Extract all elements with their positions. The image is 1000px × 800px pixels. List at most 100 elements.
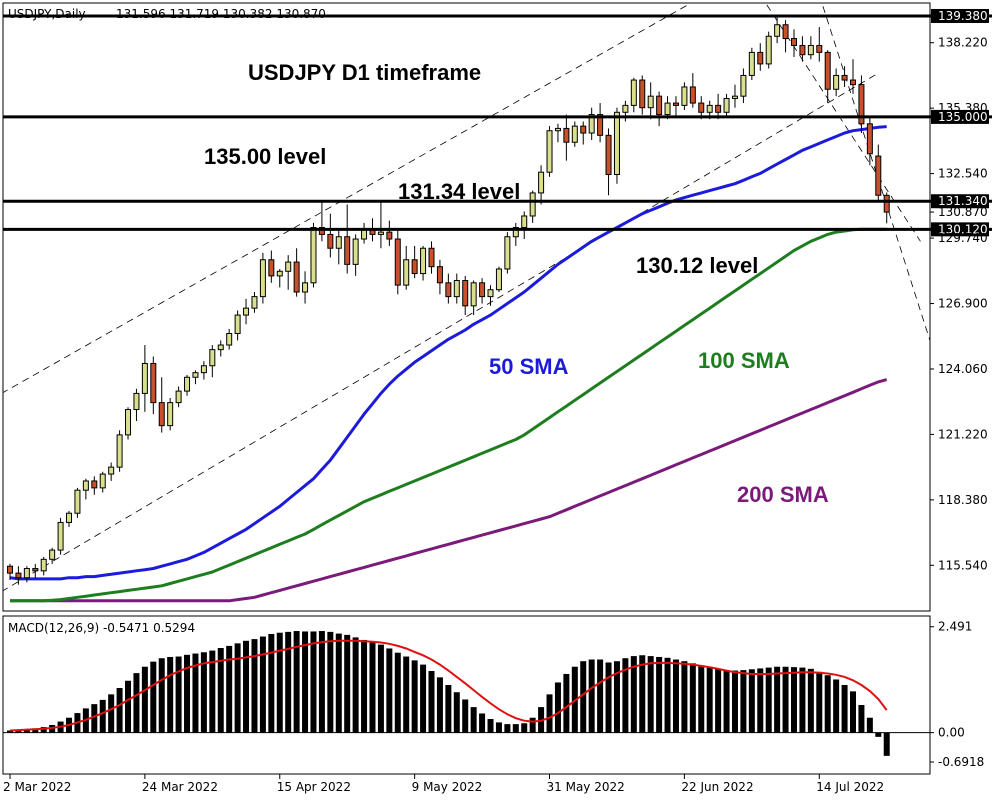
sma200-line [10,378,888,603]
price-tick-label: 129.740 [938,231,988,245]
candle [318,202,325,242]
macd-bar [310,631,317,733]
macd-bar [394,652,401,733]
macd-bar [883,732,890,756]
candle [740,68,747,104]
candle [571,121,578,147]
macd-bar [462,699,469,733]
candle [546,126,553,177]
candle [554,123,561,143]
macd-bar [175,656,182,733]
candle [453,273,460,304]
candle [681,82,688,110]
macd-bar [807,668,814,733]
price-tick-label: 118.380 [938,493,988,507]
candle [394,229,401,295]
price-tick-label: 115.540 [938,558,988,572]
candle [344,204,351,274]
price-tick-label: 138.220 [938,36,988,50]
macd-bar [420,664,427,733]
candle [251,292,258,313]
macd-bar [774,666,781,733]
price-plot-frame [2,2,931,612]
candle [833,68,840,97]
macd-bar [453,692,460,733]
macd-bar [158,658,165,733]
level-13012-label: 130.12 level [636,253,758,278]
candle [23,566,30,583]
candle [133,388,140,422]
candle [647,82,654,120]
macd-bar [529,717,536,733]
candle [487,285,494,306]
candle [428,241,435,274]
date-tick-label: 24 Mar 2022 [142,780,218,794]
macd-bar [361,639,368,733]
candle [377,202,384,249]
macd-bar [757,668,764,733]
macd-axis: 2.491 0.00 -0.6918 [930,620,984,769]
macd-bar [15,730,22,733]
macd-bar [580,661,587,733]
macd-bar [706,667,713,733]
candle [563,114,570,161]
candle [597,103,604,143]
macd-bar [293,631,300,733]
macd-bar [209,650,216,733]
candle [234,310,241,341]
macd-bar [116,687,123,733]
candle [226,328,233,350]
macd-bar [243,640,250,733]
macd-bar [512,724,519,733]
macd-bar [200,652,207,733]
macd-bar [133,673,140,733]
macd-bar [639,655,646,733]
candle [403,245,410,290]
macd-bar [276,632,283,733]
macd-bar [546,694,553,733]
candle [327,213,334,258]
candle [285,255,292,290]
candle [302,271,309,304]
candle [630,77,637,113]
macd-title: MACD(12,26,9) -0.5471 0.5294 [8,621,195,635]
macd-bar [125,680,132,733]
macd-bar [150,661,157,733]
candle [32,563,39,578]
candle [875,144,882,203]
candle [141,345,148,412]
candle [538,165,545,205]
candle [352,234,359,276]
candle [495,266,502,293]
candle [15,566,22,585]
candle [521,211,528,240]
candle [217,340,224,357]
candle [613,107,620,184]
price-level-badge [931,222,989,237]
candle [116,430,123,472]
macd-bar [723,670,730,733]
macd-bar [268,634,275,733]
macd-bar [23,729,30,733]
price-tick-label: 130.120 [938,222,988,236]
macd-bar [613,661,620,733]
price-axis: 139.380138.220135.380135.000132.540131.3… [930,8,989,572]
candle [445,273,452,304]
candle [243,298,250,325]
candle [858,75,865,134]
price-level-badge [931,8,989,23]
candle [605,128,612,196]
macd-bar [504,724,511,733]
trend-line-1 [3,72,879,592]
macd-bar [192,653,199,733]
candle [200,361,207,380]
macd-bar [428,670,435,733]
macd-bar [790,667,797,733]
macd-signal [9,639,888,732]
macd-bar [302,631,309,733]
macd-signal-line [9,639,888,732]
macd-bar [554,682,561,733]
candle [108,462,115,481]
price-tick-label: 139.380 [938,9,988,23]
candle [40,557,47,576]
